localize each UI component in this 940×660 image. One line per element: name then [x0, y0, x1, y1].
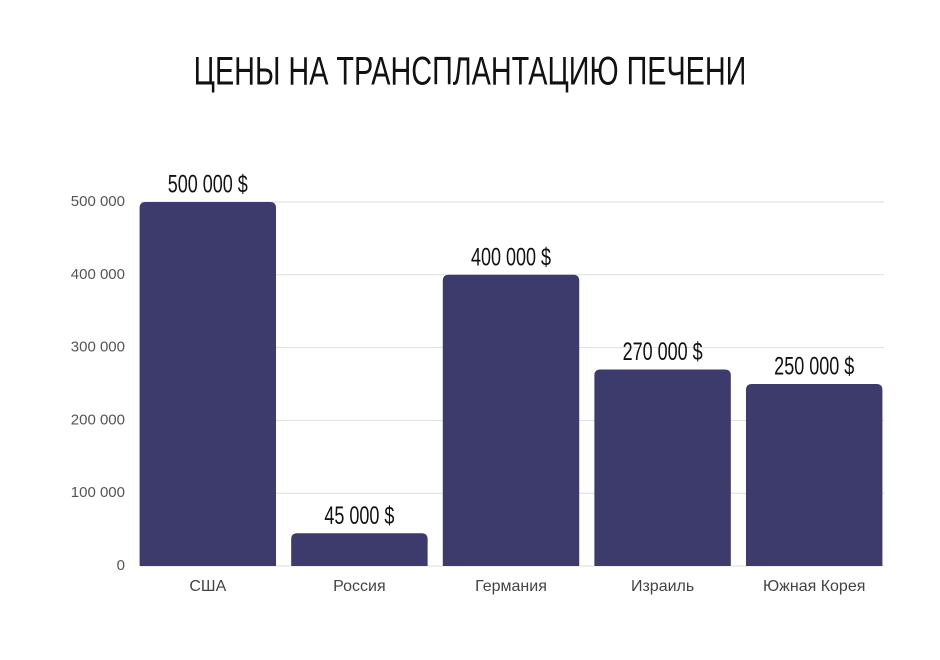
bar [594, 369, 731, 566]
y-tick-label: 400 000 [71, 266, 125, 283]
chart-title: ЦЕНЫ НА ТРАНСПЛАНТАЦИЮ ПЕЧЕНИ [194, 49, 747, 94]
x-tick-label: Германия [475, 578, 547, 595]
value-label-group: 45 000 $ [324, 501, 394, 530]
value-label: 400 000 $ [471, 242, 551, 271]
y-tick-label: 500 000 [71, 193, 125, 210]
value-label-group: 500 000 $ [168, 170, 248, 199]
bar [442, 274, 580, 566]
x-tick-label: Израиль [631, 578, 694, 595]
value-label: 270 000 $ [623, 337, 703, 366]
y-tick-label: 100 000 [71, 484, 125, 501]
title-group: ЦЕНЫ НА ТРАНСПЛАНТАЦИЮ ПЕЧЕНИ [194, 49, 747, 94]
value-label: 45 000 $ [324, 501, 394, 530]
value-label: 250 000 $ [774, 352, 854, 381]
bar [291, 533, 428, 566]
value-label-group: 270 000 $ [623, 337, 703, 366]
value-label-group: 250 000 $ [774, 352, 854, 381]
x-tick-label: Россия [333, 578, 385, 595]
y-tick-label: 300 000 [71, 339, 125, 356]
value-label: 500 000 $ [168, 170, 248, 199]
value-label-group: 400 000 $ [471, 242, 551, 271]
x-tick-label: Южная Корея [763, 578, 865, 595]
x-tick-label: США [189, 578, 226, 595]
y-tick-label: 200 000 [71, 411, 125, 428]
bar [745, 384, 883, 566]
bar [139, 202, 277, 566]
y-tick-label: 0 [117, 557, 125, 574]
